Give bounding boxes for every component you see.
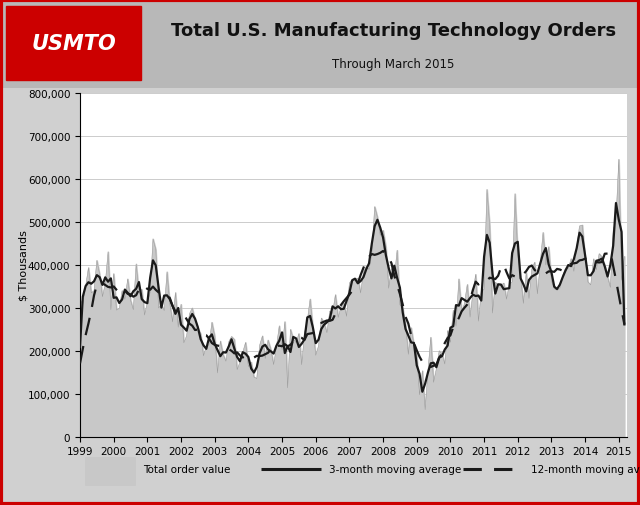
Text: 3-month moving average: 3-month moving average — [329, 465, 461, 475]
Text: Through March 2015: Through March 2015 — [332, 58, 455, 71]
Y-axis label: $ Thousands: $ Thousands — [18, 230, 28, 300]
Text: 12-month moving average: 12-month moving average — [531, 465, 640, 475]
Text: USMTO: USMTO — [31, 34, 116, 54]
Text: Total U.S. Manufacturing Technology Orders: Total U.S. Manufacturing Technology Orde… — [171, 22, 616, 40]
Text: Total order value: Total order value — [143, 465, 230, 475]
Bar — [6, 7, 141, 81]
Bar — [86, 458, 135, 485]
